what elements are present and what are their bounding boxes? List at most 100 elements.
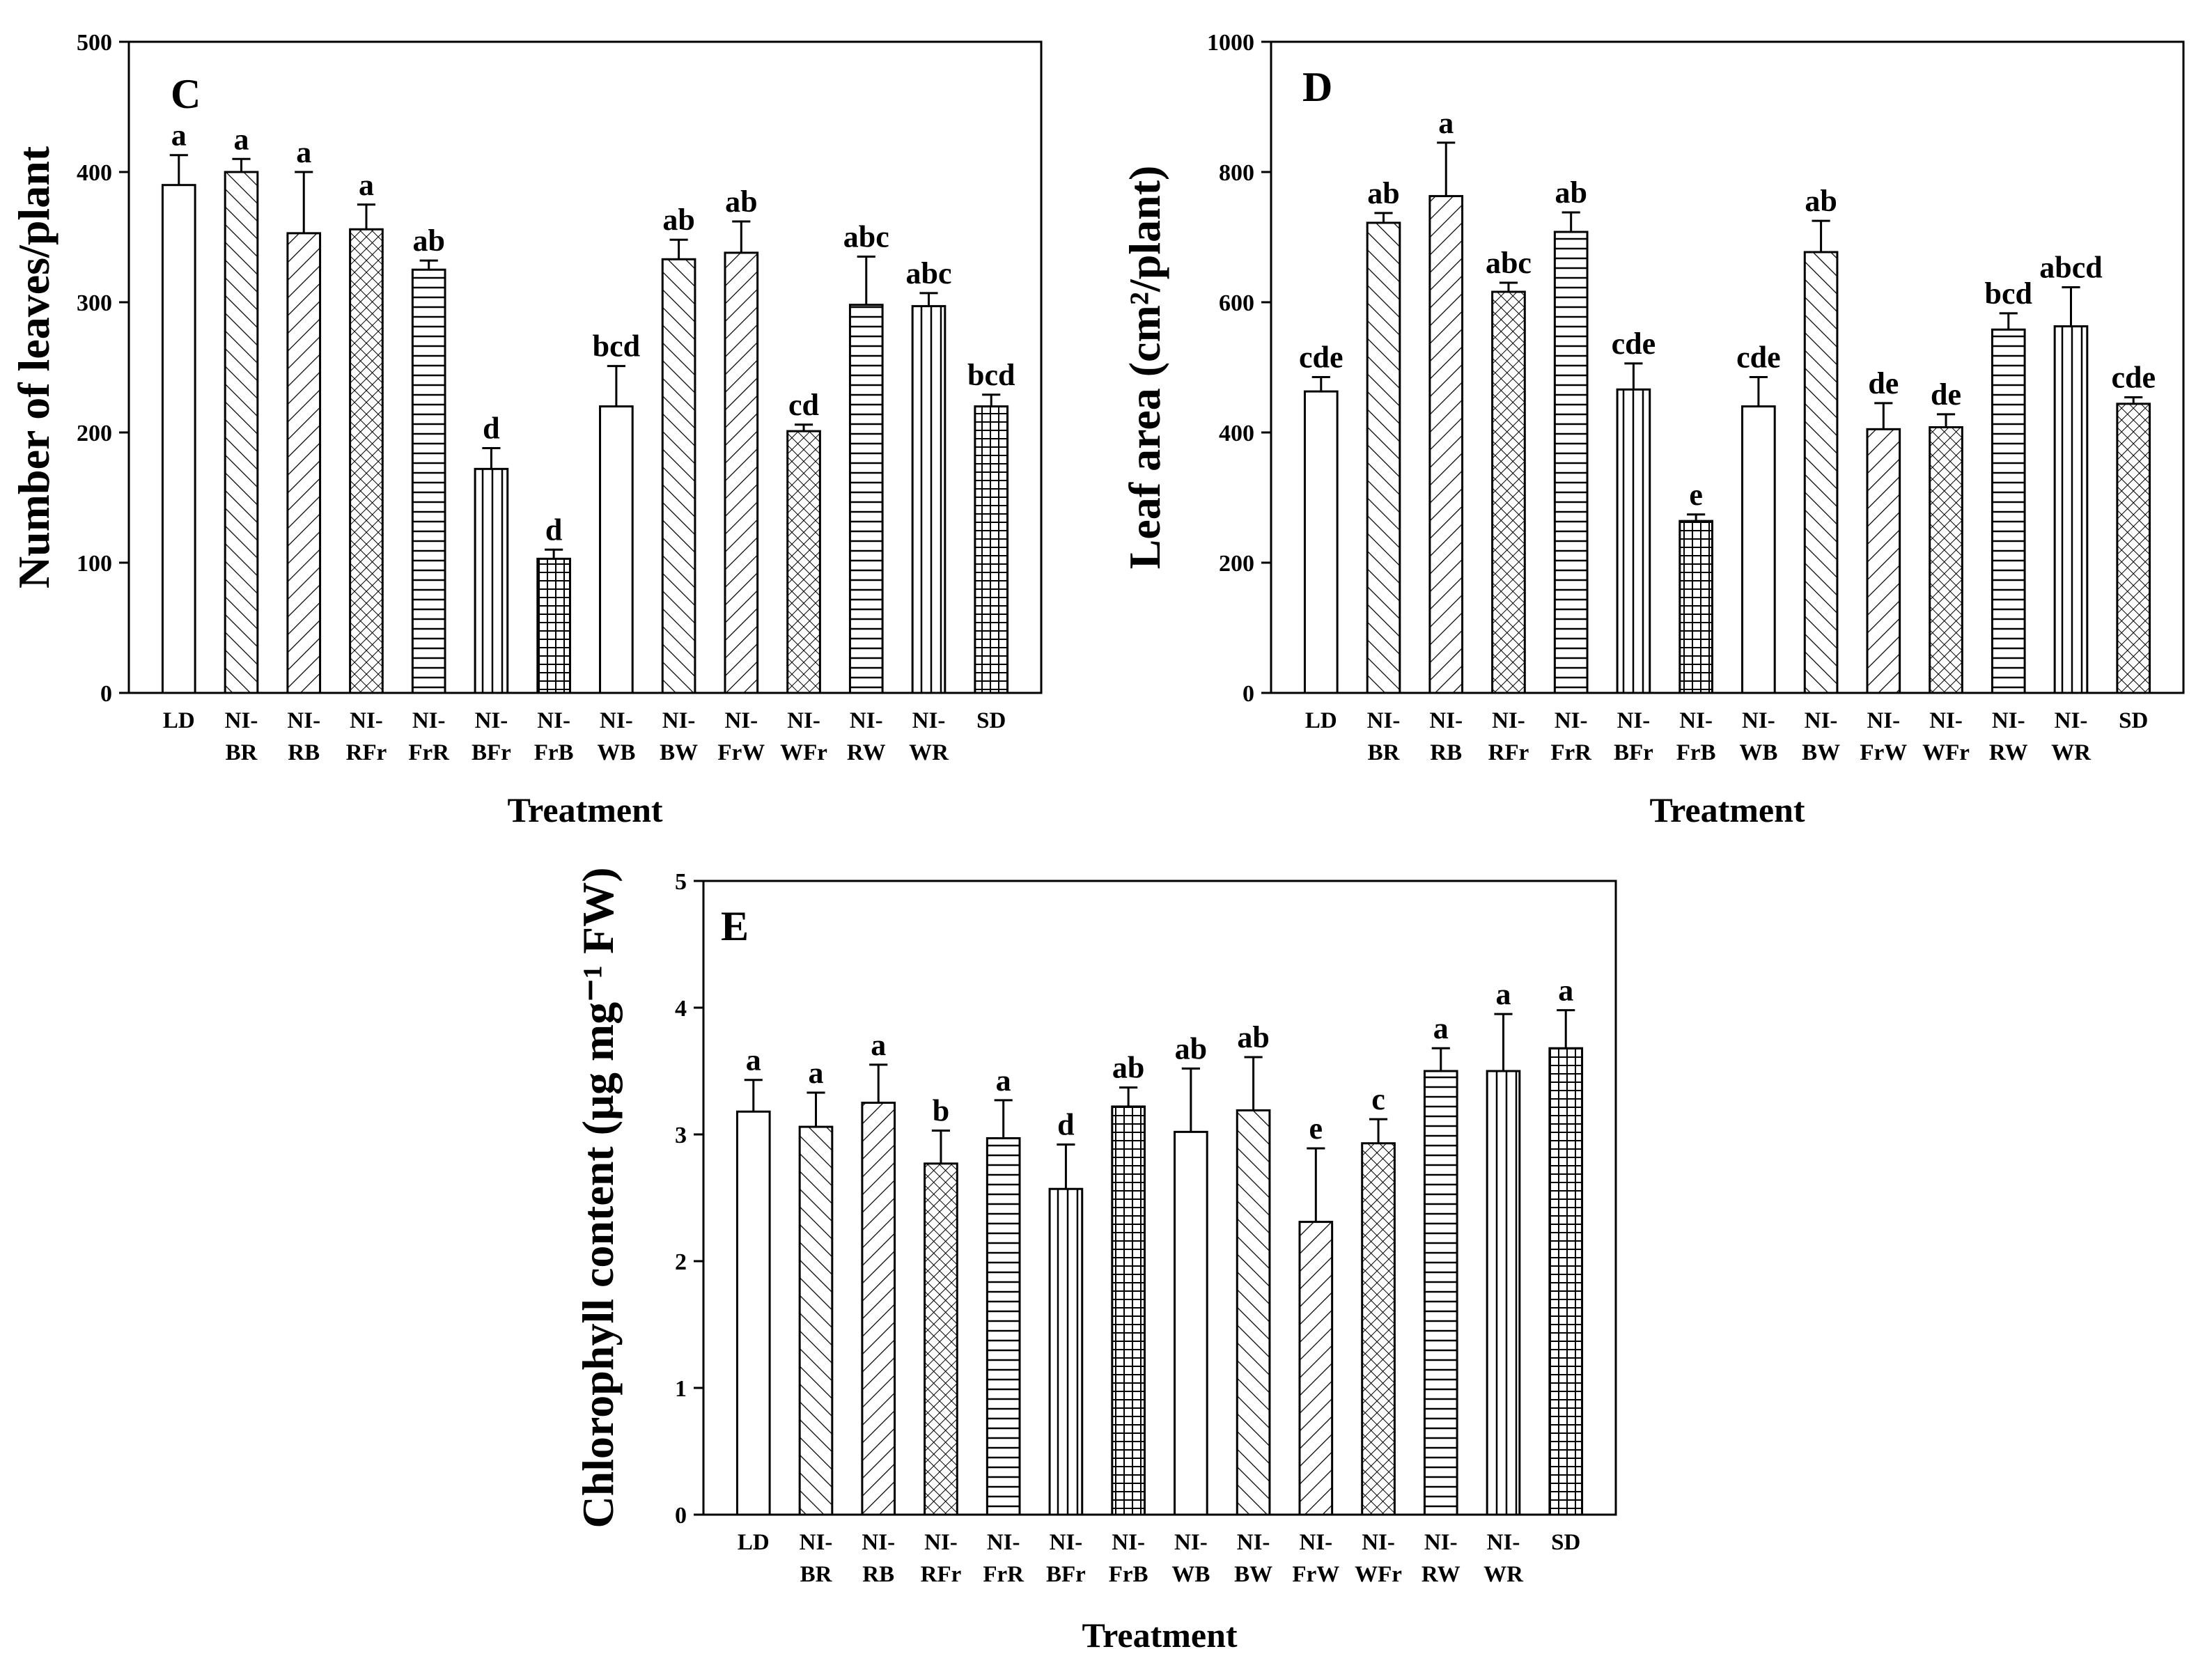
- significance-label: abc: [1486, 246, 1532, 280]
- plot-frame: [702, 880, 1617, 1516]
- category-label: FrW: [1860, 740, 1907, 765]
- x-axis-label: Treatment: [507, 790, 662, 829]
- category-label: WFr: [1355, 1562, 1402, 1587]
- category-label: NI-: [1555, 708, 1588, 733]
- bar: [911, 305, 947, 694]
- y-tick-label: 100: [77, 551, 112, 577]
- y-tick-label: 200: [1219, 551, 1254, 577]
- significance-label: a: [296, 135, 311, 169]
- significance-label: abc: [843, 220, 889, 254]
- category-label: NI-: [1929, 708, 1963, 733]
- category-label: BR: [226, 740, 258, 765]
- significance-label: cde: [1299, 341, 1343, 375]
- bar: [986, 1137, 1021, 1516]
- category-label: BFr: [472, 740, 511, 765]
- significance-label: ab: [1805, 184, 1837, 218]
- category-label: RW: [847, 740, 886, 765]
- bar: [411, 268, 446, 694]
- bar: [924, 1162, 958, 1516]
- category-label: NI-: [787, 708, 820, 733]
- y-tick-label: 4: [675, 996, 687, 1022]
- category-label: NI-: [1867, 708, 1900, 733]
- bar: [599, 405, 634, 694]
- category-label: LD: [1305, 708, 1337, 733]
- bar: [1366, 221, 1401, 694]
- category-label: WR: [2051, 740, 2092, 765]
- y-tick-label: 0: [675, 1503, 687, 1529]
- bar: [1803, 251, 1839, 694]
- bar: [1423, 1070, 1458, 1516]
- bar: [661, 258, 696, 694]
- bar: [1111, 1105, 1146, 1516]
- bar: [848, 304, 884, 694]
- y-axis-label: Chlorophyll content (µg mg⁻¹ FW): [573, 867, 623, 1528]
- bar: [1174, 1130, 1208, 1516]
- significance-label: ab: [1237, 1020, 1269, 1054]
- significance-label: cde: [2111, 361, 2156, 395]
- bar: [286, 232, 322, 694]
- bar: [861, 1102, 896, 1516]
- bar: [1929, 426, 1963, 694]
- bar: [349, 228, 384, 694]
- category-label: NI-: [412, 708, 446, 733]
- category-label: NI-: [1679, 708, 1713, 733]
- bar: [224, 171, 259, 694]
- significance-label: b: [933, 1094, 949, 1128]
- y-axis-label: Number of leaves/plant: [9, 146, 59, 588]
- bar: [1298, 1221, 1334, 1516]
- category-label: NI-: [662, 708, 696, 733]
- category-label: BW: [660, 740, 698, 765]
- y-tick-label: 0: [1243, 681, 1254, 707]
- category-label: RW: [1422, 1562, 1461, 1587]
- bar: [724, 251, 759, 694]
- category-label: FrR: [1550, 740, 1592, 765]
- category-label: FrW: [717, 740, 765, 765]
- x-axis-label: Treatment: [1649, 790, 1805, 829]
- significance-label: cde: [1736, 341, 1781, 375]
- bar: [735, 1110, 771, 1516]
- bar: [474, 467, 509, 694]
- y-axis-label: Leaf area (cm²/plant): [1120, 166, 1169, 570]
- category-label: BR: [800, 1562, 833, 1587]
- category-label: BR: [1368, 740, 1401, 765]
- category-label: FrW: [1292, 1562, 1339, 1587]
- significance-label: abc: [905, 256, 951, 290]
- category-label: NI-: [2055, 708, 2088, 733]
- category-label: WFr: [780, 740, 827, 765]
- bar: [1866, 428, 1901, 694]
- bar: [1491, 290, 1526, 694]
- bar: [798, 1125, 834, 1516]
- bar: [2053, 325, 2089, 694]
- significance-label: ab: [662, 203, 694, 237]
- bar: [1991, 328, 2026, 694]
- y-tick-label: 300: [77, 290, 112, 316]
- category-label: NI-: [537, 708, 570, 733]
- significance-label: ab: [1175, 1031, 1207, 1065]
- category-label: NI-: [1050, 1530, 1083, 1555]
- significance-label: bcd: [593, 329, 640, 364]
- category-label: NI-: [862, 1530, 895, 1555]
- significance-label: de: [1868, 366, 1899, 400]
- significance-label: a: [746, 1043, 761, 1077]
- significance-label: ab: [725, 185, 757, 219]
- significance-label: de: [1931, 377, 1961, 412]
- category-label: NI-: [1742, 708, 1775, 733]
- bar: [2116, 403, 2151, 694]
- bar: [974, 405, 1009, 694]
- y-tick-label: 600: [1219, 290, 1254, 316]
- category-label: RB: [862, 1562, 894, 1587]
- bar: [1548, 1047, 1584, 1516]
- y-tick-label: 500: [77, 30, 112, 56]
- y-tick-label: 0: [100, 681, 112, 707]
- category-label: RFr: [1488, 740, 1529, 765]
- panel-title: D: [1302, 64, 1332, 110]
- significance-label: bcd: [967, 358, 1015, 392]
- bar: [1361, 1142, 1396, 1516]
- category-label: NI-: [225, 708, 258, 733]
- y-tick-label: 400: [1219, 421, 1254, 446]
- category-label: NI-: [1174, 1530, 1208, 1555]
- category-label: WFr: [1922, 740, 1970, 765]
- category-label: BFr: [1614, 740, 1653, 765]
- category-label: NI-: [912, 708, 946, 733]
